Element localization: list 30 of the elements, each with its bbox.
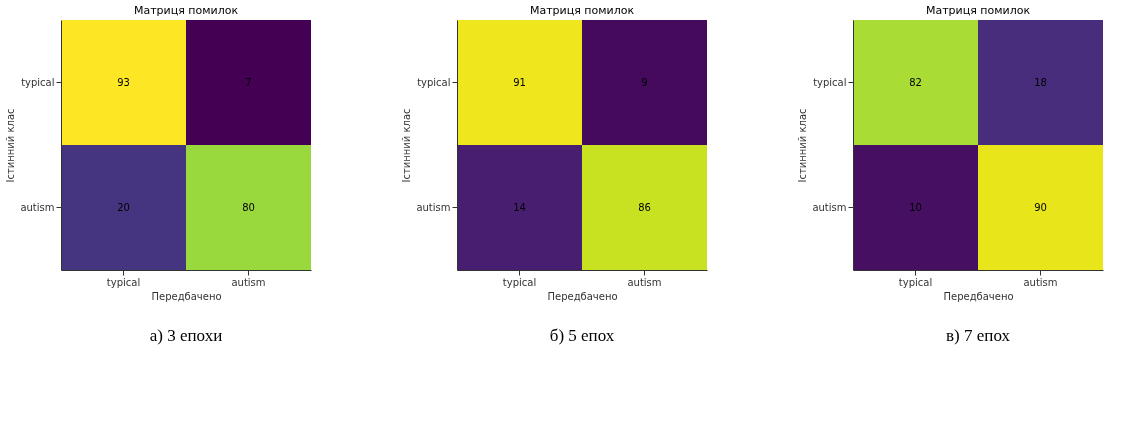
data-label: 9 — [641, 76, 648, 88]
chart-title: Матриця помилок — [133, 4, 239, 17]
data-label: 90 — [1034, 201, 1047, 213]
text: б) 5 епох — [549, 326, 615, 345]
data-label: 86 — [638, 201, 651, 213]
x-axis-title: Передбачено — [943, 290, 1014, 302]
y-axis-title: Істинний клас — [401, 108, 413, 183]
data-label: 91 — [513, 76, 526, 88]
data-label: 10 — [909, 201, 922, 213]
data-label: 18 — [1034, 76, 1047, 88]
y-axis-title: Істинний клас — [797, 108, 809, 183]
x-tick-label: autism — [627, 276, 662, 288]
data-label: 20 — [117, 201, 130, 213]
x-tick-label: autism — [1023, 276, 1058, 288]
x-axis-title: Передбачено — [547, 290, 618, 302]
text: в) 7 епох — [946, 326, 1011, 345]
text: а) 3 епохи — [149, 326, 223, 345]
data-label: 7 — [245, 76, 252, 88]
x-tick-label: typical — [106, 276, 141, 288]
data-label: 82 — [909, 76, 922, 88]
x-tick-label: autism — [231, 276, 266, 288]
x-tick-label: typical — [898, 276, 933, 288]
data-label: 14 — [513, 201, 526, 213]
chart-title: Матриця помилок — [925, 4, 1031, 17]
data-label: 80 — [242, 201, 255, 213]
chart-title: Матриця помилок — [529, 4, 635, 17]
x-axis-title: Передбачено — [151, 290, 222, 302]
y-axis-title: Істинний клас — [5, 108, 17, 183]
data-label: 93 — [117, 76, 130, 88]
x-tick-label: typical — [502, 276, 537, 288]
